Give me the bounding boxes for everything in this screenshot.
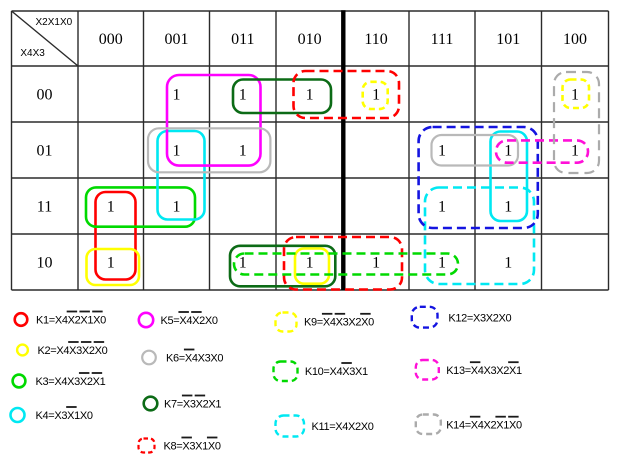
svg-text:1: 1 [107, 199, 115, 216]
svg-text:K13=X4X3X2X1: K13=X4X3X2X1 [446, 365, 522, 377]
svg-text:111: 111 [431, 31, 454, 48]
svg-text:1: 1 [372, 87, 380, 104]
svg-text:010: 010 [298, 31, 322, 48]
svg-text:K14=X4X2X1X0: K14=X4X2X1X0 [446, 420, 522, 432]
svg-text:K7=X3X2X1: K7=X3X2X1 [164, 398, 221, 410]
svg-text:K10=X4X3X1: K10=X4X3X1 [305, 366, 368, 378]
svg-text:K9=X4X3X2X0: K9=X4X3X2X0 [304, 317, 374, 329]
svg-text:110: 110 [364, 31, 387, 48]
svg-text:K11=X4X2X0: K11=X4X2X0 [312, 421, 374, 433]
svg-text:1: 1 [239, 87, 247, 104]
svg-text:1: 1 [571, 143, 579, 160]
svg-text:1: 1 [438, 255, 446, 272]
svg-text:1: 1 [306, 87, 314, 104]
svg-text:K2=X4X3X2X0: K2=X4X3X2X0 [38, 345, 108, 357]
svg-text:1: 1 [107, 255, 115, 272]
svg-text:X4X3: X4X3 [20, 48, 45, 59]
svg-text:K4=X3X1X0: K4=X3X1X0 [36, 410, 93, 422]
svg-text:10: 10 [37, 255, 53, 272]
svg-text:100: 100 [563, 31, 587, 48]
svg-text:K8=X3X1X0: K8=X3X1X0 [164, 440, 221, 452]
svg-text:1: 1 [571, 87, 579, 104]
svg-text:1: 1 [438, 199, 446, 216]
svg-text:1: 1 [372, 255, 380, 272]
svg-text:1: 1 [504, 143, 512, 160]
svg-text:000: 000 [99, 31, 123, 48]
svg-text:01: 01 [37, 143, 53, 160]
svg-text:011: 011 [231, 31, 254, 48]
svg-text:K5=X4X2X0: K5=X4X2X0 [161, 315, 218, 327]
svg-text:101: 101 [496, 31, 520, 48]
svg-text:K6=X4X3X0: K6=X4X3X0 [166, 352, 223, 364]
svg-text:X2X1X0: X2X1X0 [35, 17, 72, 28]
svg-text:1: 1 [173, 87, 181, 104]
svg-text:1: 1 [239, 143, 247, 160]
svg-text:1: 1 [306, 255, 314, 272]
svg-text:11: 11 [37, 199, 52, 216]
svg-text:K12=X3X2X0: K12=X3X2X0 [448, 313, 511, 325]
svg-text:1: 1 [504, 255, 512, 272]
svg-text:K1=X4X2X1X0: K1=X4X2X1X0 [36, 314, 106, 326]
svg-text:1: 1 [173, 143, 181, 160]
svg-text:1: 1 [504, 199, 512, 216]
svg-text:1: 1 [173, 199, 181, 216]
svg-text:K3=X4X3X2X1: K3=X4X3X2X1 [36, 376, 106, 388]
svg-text:1: 1 [438, 143, 446, 160]
svg-text:00: 00 [37, 87, 53, 104]
svg-text:001: 001 [165, 31, 189, 48]
svg-text:1: 1 [239, 255, 247, 272]
